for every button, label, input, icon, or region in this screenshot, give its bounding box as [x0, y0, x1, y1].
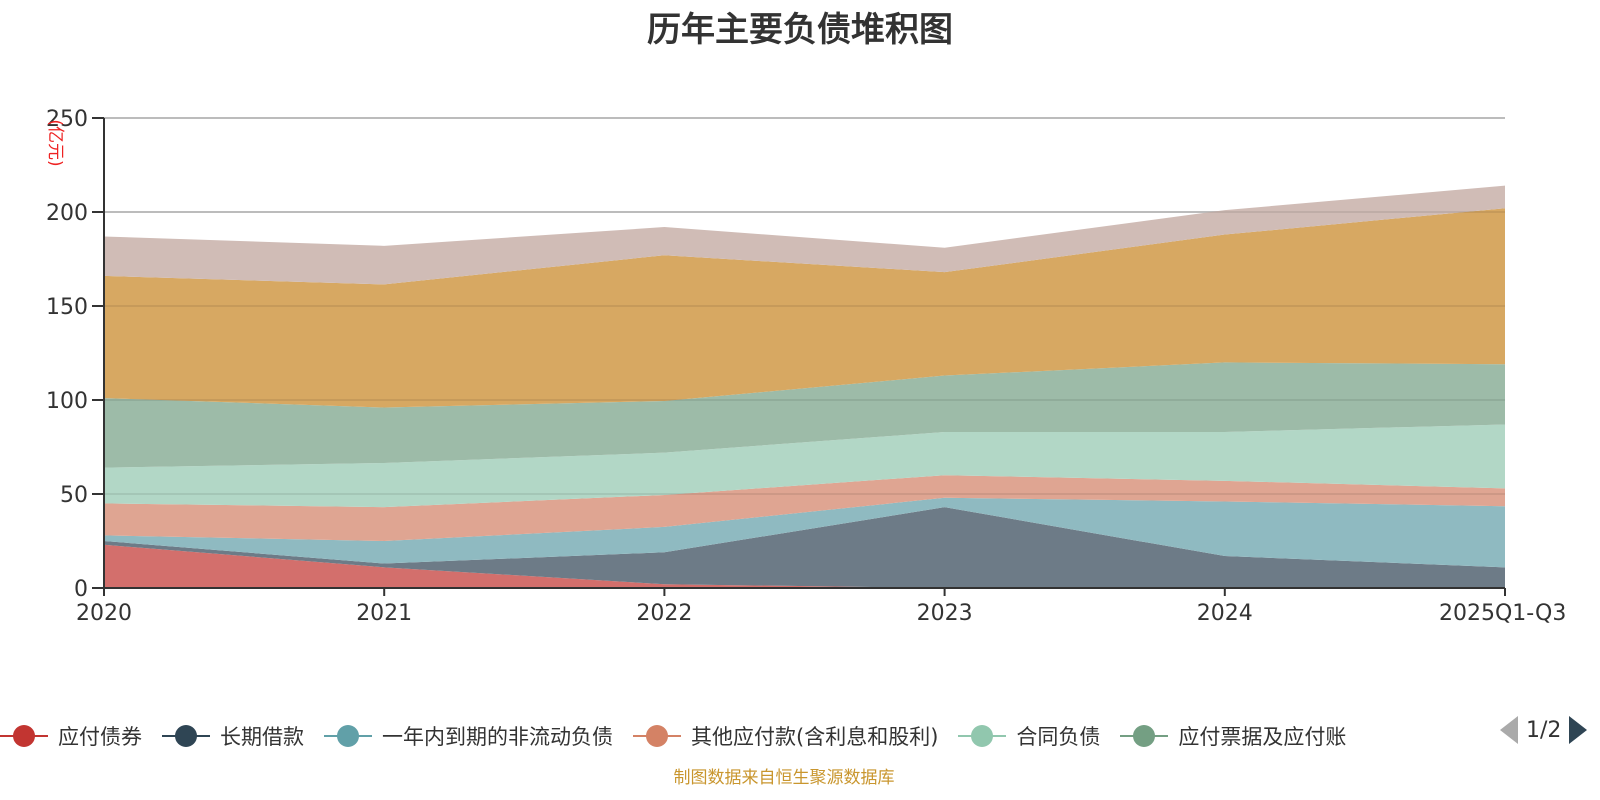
y-tick-label: 100 — [46, 389, 88, 414]
legend-label: 一年内到期的非流动负债 — [382, 725, 613, 749]
legend-label: 应付债券 — [58, 725, 142, 749]
legend-item[interactable]: 应付债券 — [0, 721, 142, 751]
triangle-right-icon[interactable] — [1569, 716, 1588, 744]
area-series-5[interactable] — [104, 362, 1505, 468]
y-tick-label: 150 — [46, 295, 88, 320]
legend-pager: 1/2 — [1500, 716, 1588, 744]
axes: 0 50 100 150 200 250 2020 2021 2022 2023 2024 2025Q… — [46, 107, 1566, 626]
legend-item[interactable]: 应付票据及应付账 — [1120, 721, 1346, 751]
legend-marker-icon — [324, 724, 372, 748]
legend-item[interactable]: 长期借款 — [162, 721, 304, 751]
legend-label: 应付票据及应付账 — [1178, 725, 1347, 749]
legend-marker-icon — [0, 724, 48, 748]
area-series-2[interactable] — [104, 497, 1505, 568]
x-tick-label: 2023 — [917, 601, 973, 626]
y-axis-unit-label: (亿元) — [45, 119, 65, 166]
area-series-0[interactable] — [104, 544, 1505, 588]
legend-item[interactable]: 其他应付款(含利息和股利) — [633, 721, 938, 751]
legend-item[interactable]: 合同负债 — [958, 721, 1100, 751]
legend-label: 长期借款 — [220, 725, 304, 749]
legend: 应付债券 长期借款 一年内到期的非流动负债 其他应付款(含利息和股利) 合同负债 应付票据… — [0, 718, 1366, 754]
area-series-1[interactable] — [104, 507, 1505, 588]
x-tick-label: 2021 — [356, 601, 412, 626]
area-series-4[interactable] — [104, 424, 1505, 508]
x-tick-label: 2024 — [1197, 601, 1253, 626]
x-tick-label: 2020 — [76, 601, 132, 626]
area-series-7[interactable] — [104, 185, 1505, 285]
legend-marker-icon — [633, 724, 681, 748]
source-note: 制图数据来自恒生聚源数据库 — [673, 768, 895, 788]
area-series-3[interactable] — [104, 475, 1505, 541]
y-tick-label: 0 — [74, 577, 88, 602]
triangle-left-icon[interactable] — [1500, 716, 1518, 744]
legend-label: 合同负债 — [1016, 725, 1101, 749]
legend-marker-icon — [958, 724, 1007, 748]
y-tick-label: 250 — [46, 107, 88, 132]
area-series — [104, 185, 1505, 588]
legend-label: 其他应付款(含利息和股利) — [691, 725, 939, 749]
y-tick-label: 200 — [46, 201, 88, 226]
legend-page-indicator: 1/2 — [1526, 717, 1562, 743]
chart-title: 历年主要负债堆积图 — [647, 10, 953, 50]
y-tick-label: 50 — [60, 483, 88, 508]
legend-marker-icon — [162, 724, 210, 748]
area-series-6[interactable] — [104, 208, 1505, 408]
legend-item[interactable]: 一年内到期的非流动负债 — [324, 721, 613, 751]
legend-marker-icon — [1120, 724, 1169, 748]
x-tick-label: 2022 — [636, 601, 692, 626]
x-tick-label: 2025Q1-Q3 — [1439, 601, 1566, 626]
